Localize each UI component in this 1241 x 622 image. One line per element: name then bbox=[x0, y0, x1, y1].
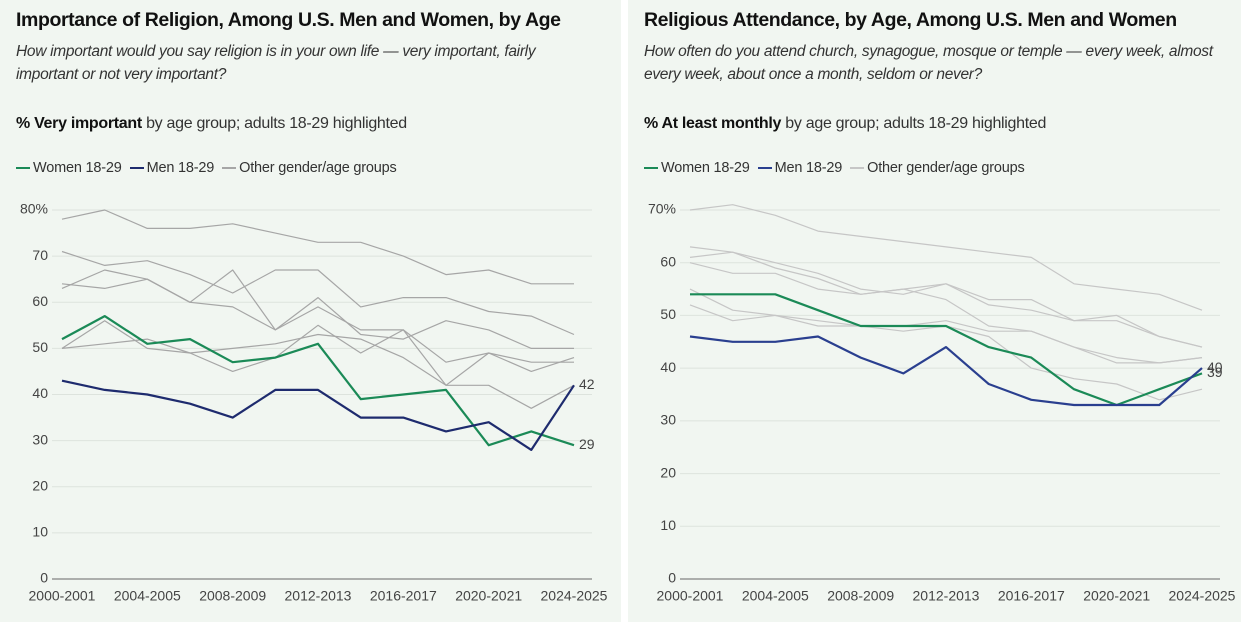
y-tick-label: 50 bbox=[32, 339, 48, 355]
legend-item: Men 18-29 bbox=[129, 160, 215, 176]
legend: Women 18-29 Men 18-29 Other gender/age gro… bbox=[16, 160, 405, 176]
note-bold: % Very important bbox=[16, 115, 142, 132]
series-line bbox=[689, 335, 1203, 407]
x-tick-label: 2004-2005 bbox=[114, 588, 181, 604]
question: How important would you say religion is … bbox=[16, 43, 536, 83]
y-tick-label: 20 bbox=[660, 464, 676, 480]
series-line bbox=[690, 293, 1203, 407]
y-tick-label: 70% bbox=[648, 201, 676, 217]
end-label: 29 bbox=[579, 436, 595, 452]
y-tick-label: 40 bbox=[32, 385, 48, 401]
legend-swatch bbox=[850, 167, 865, 170]
x-tick-label: 2008-2009 bbox=[827, 588, 894, 604]
y-tick-label: 50 bbox=[660, 306, 676, 322]
x-tick-label: 2024-2025 bbox=[541, 588, 608, 604]
other-line bbox=[689, 246, 1203, 348]
other-line bbox=[61, 209, 574, 285]
end-label: 42 bbox=[579, 376, 595, 392]
legend-swatch bbox=[222, 167, 237, 170]
y-tick-label: 10 bbox=[32, 524, 48, 540]
legend-swatch bbox=[644, 167, 658, 170]
x-tick-label: 2012-2013 bbox=[913, 588, 980, 604]
other-line bbox=[61, 269, 574, 349]
y-tick-label: 0 bbox=[40, 570, 48, 586]
chart-panel: Religious Attendance, by Age, Among U.S.… bbox=[628, 0, 1241, 622]
question: How often do you attend church, synagogu… bbox=[644, 43, 1213, 83]
x-tick-label: 2000-2001 bbox=[29, 588, 96, 604]
x-tick-label: 2008-2009 bbox=[199, 588, 266, 604]
y-tick-label: 80% bbox=[20, 201, 48, 217]
note-text: by age group; adults 18-29 highlighted bbox=[146, 115, 407, 132]
other-line bbox=[689, 262, 1203, 364]
series-line bbox=[61, 379, 575, 451]
chart-panel: Importance of Religion, Among U.S. Men a… bbox=[0, 0, 621, 622]
chart-title: Religious Attendance, by Age, Among U.S.… bbox=[644, 9, 1177, 31]
plot: 0 10 20 30 40 50 60 70% 2000-2001 2004-2005 2008-2… bbox=[648, 201, 1236, 604]
y-tick-label: 0 bbox=[668, 570, 676, 586]
x-tick-label: 2012-2013 bbox=[285, 588, 352, 604]
legend-label: Men 18-29 bbox=[146, 160, 215, 176]
legend-item: Other gender/age groups bbox=[850, 160, 1025, 176]
y-tick-label: 40 bbox=[660, 359, 676, 375]
series-line bbox=[61, 315, 575, 447]
legend-swatch bbox=[16, 167, 30, 170]
legend-item: Women 18-29 bbox=[16, 160, 122, 176]
legend-item: Men 18-29 bbox=[757, 160, 843, 176]
note: % Very important by age group; adults 18… bbox=[16, 115, 407, 133]
x-tick-label: 2004-2005 bbox=[742, 588, 809, 604]
x-tick-label: 2016-2017 bbox=[370, 588, 437, 604]
x-tick-label: 2016-2017 bbox=[998, 588, 1065, 604]
note: % At least monthly by age group; adults … bbox=[644, 115, 1046, 133]
plot: 0 10 20 30 40 50 60 80% 70 2000-2001 2004-2005 2008… bbox=[20, 201, 608, 604]
legend-label: Men 18-29 bbox=[774, 160, 843, 176]
x-tick-label: 2024-2025 bbox=[1169, 588, 1236, 604]
other-line bbox=[61, 333, 575, 386]
end-label: 40 bbox=[1207, 359, 1223, 375]
other-line bbox=[61, 250, 575, 336]
other-line bbox=[689, 251, 1203, 348]
x-tick-label: 2020-2021 bbox=[1083, 588, 1150, 604]
other-line bbox=[61, 320, 575, 409]
note-text: by age group; adults 18-29 highlighted bbox=[785, 115, 1047, 132]
other-line bbox=[689, 204, 1203, 311]
note-bold: % At least monthly bbox=[644, 115, 782, 132]
x-tick-label: 2000-2001 bbox=[657, 588, 724, 604]
legend-swatch bbox=[757, 167, 772, 170]
x-tick-label: 2020-2021 bbox=[455, 588, 522, 604]
other-line bbox=[61, 278, 574, 363]
y-tick-label: 10 bbox=[660, 517, 676, 533]
legend-label: Women 18-29 bbox=[661, 160, 750, 176]
legend-label: Other gender/age groups bbox=[239, 160, 397, 176]
legend-swatch bbox=[129, 167, 144, 170]
end-label: 39 bbox=[1207, 364, 1223, 380]
legend-item: Other gender/age groups bbox=[222, 160, 397, 176]
legend-label: Women 18-29 bbox=[33, 160, 122, 176]
y-tick-label: 70 bbox=[32, 247, 48, 263]
y-tick-label: 30 bbox=[32, 431, 48, 447]
y-tick-label: 30 bbox=[660, 412, 676, 428]
legend: Women 18-29 Men 18-29 Other gender/age gro… bbox=[644, 160, 1033, 176]
y-tick-label: 60 bbox=[32, 293, 48, 309]
legend-label: Other gender/age groups bbox=[867, 160, 1025, 176]
y-tick-label: 60 bbox=[660, 253, 676, 269]
y-tick-label: 20 bbox=[32, 477, 48, 493]
legend-item: Women 18-29 bbox=[644, 160, 750, 176]
chart-title: Importance of Religion, Among U.S. Men a… bbox=[16, 9, 561, 31]
